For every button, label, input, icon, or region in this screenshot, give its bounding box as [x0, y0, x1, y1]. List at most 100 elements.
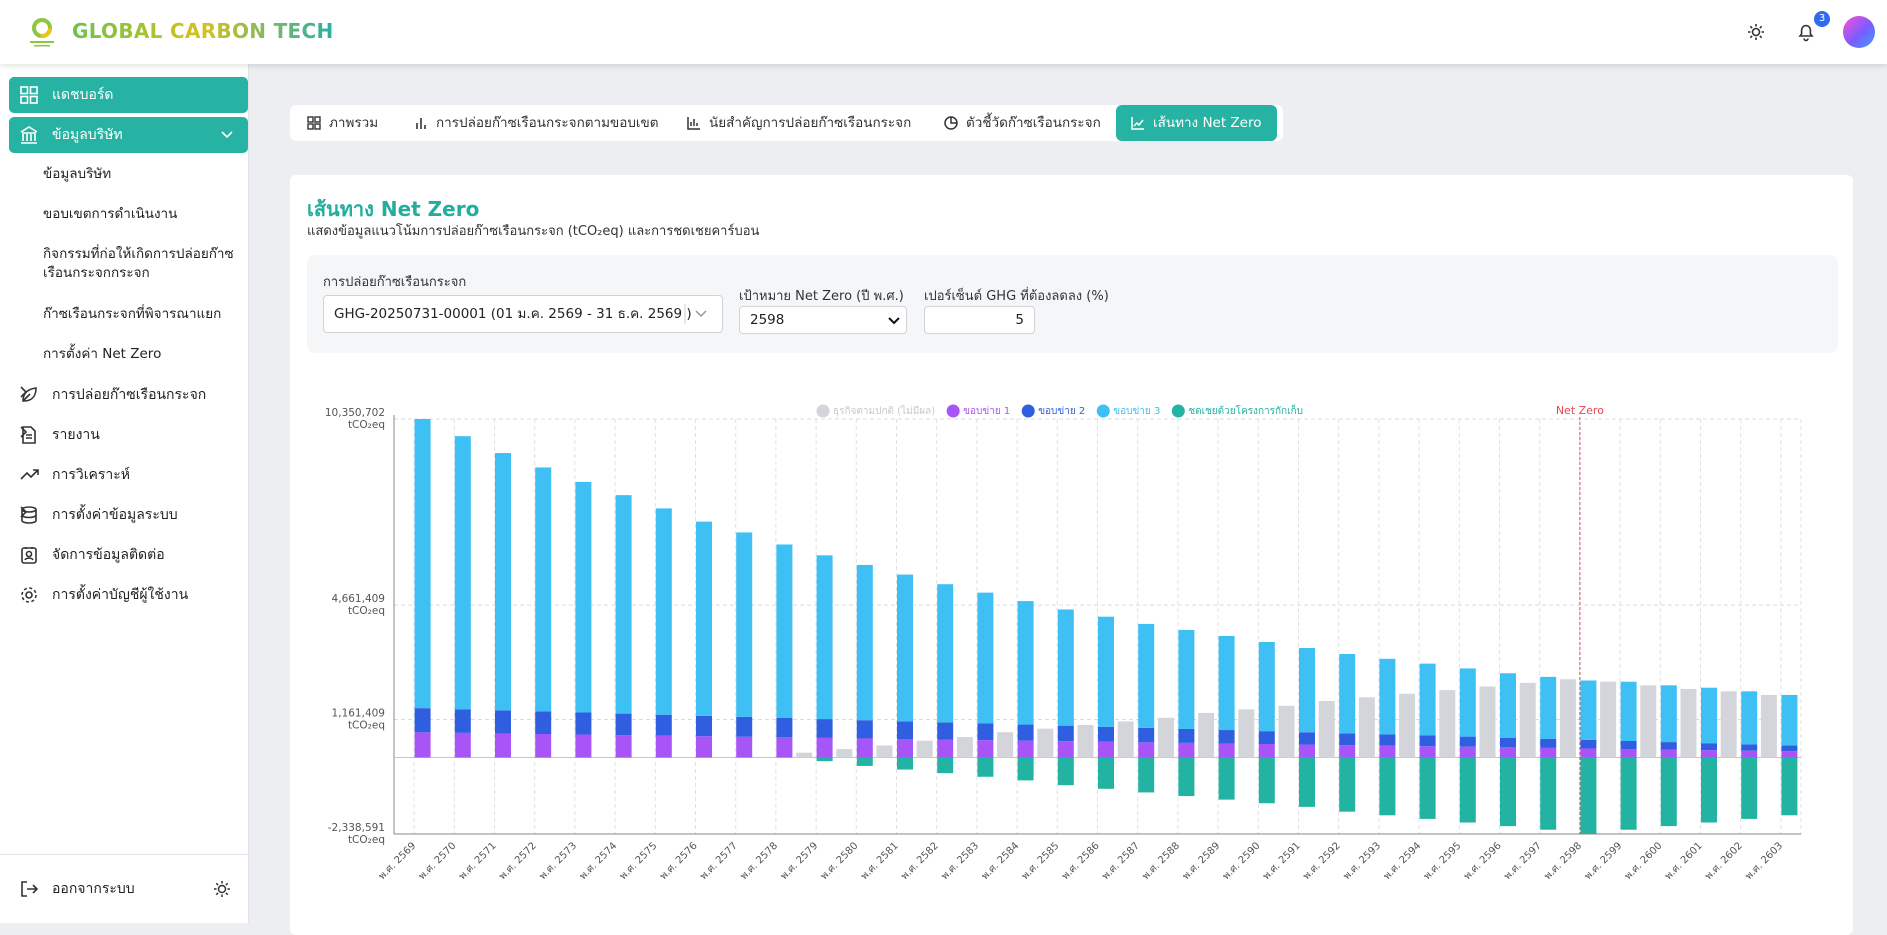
legend-swatch: [946, 404, 960, 418]
tab[interactable]: ตัวชี้วัดก๊าซเรือนกระจก: [944, 105, 1101, 141]
bar: [1781, 757, 1798, 816]
bar: [454, 732, 471, 758]
bar: [454, 709, 471, 733]
card-subtitle: แสดงข้อมูลแนวโน้มการปล่อยก๊าซเรือนกระจก …: [307, 224, 760, 239]
x-tick-label: พ.ศ. 2597: [1502, 840, 1544, 882]
sub-item[interactable]: การตั้งค่า Net Zero: [43, 346, 162, 362]
bar: [1258, 731, 1275, 745]
bar: [1419, 757, 1436, 819]
bar: [736, 736, 753, 758]
bar: [1278, 705, 1295, 758]
bar: [414, 732, 431, 758]
avatar[interactable]: [1843, 16, 1875, 48]
x-tick-label: พ.ศ. 2595: [1422, 840, 1464, 882]
emission-select[interactable]: GHG-20250731-00001 (01 ม.ค. 2569 - 31 ธ.…: [323, 295, 723, 333]
bar: [937, 722, 954, 740]
tab[interactable]: เส้นทาง Net Zero: [1116, 105, 1277, 141]
target-select[interactable]: 2598: [739, 306, 907, 334]
theme-toggle[interactable]: [213, 880, 231, 898]
bar: [1218, 730, 1235, 744]
tab[interactable]: นัยสำคัญการปล่อยก๊าซเรือนกระจก: [687, 105, 911, 141]
tab[interactable]: การปล่อยก๊าซเรือนกระจกตามขอบเขต: [414, 105, 659, 141]
y-tick-label: 4,661,409: [332, 593, 385, 605]
percent-input[interactable]: 5: [924, 306, 1035, 334]
bar: [1701, 750, 1717, 758]
x-tick-label: พ.ศ. 2603: [1743, 840, 1785, 882]
bar: [1459, 757, 1476, 823]
bar: [1419, 663, 1436, 736]
x-tick-label: พ.ศ. 2587: [1100, 840, 1142, 882]
bar: [1098, 726, 1114, 742]
nav-item[interactable]: การวิเคราะห์: [9, 457, 248, 493]
tab[interactable]: ภาพรวม: [307, 105, 378, 141]
legend-swatch: [1171, 404, 1185, 418]
x-tick-label: พ.ศ. 2580: [819, 840, 861, 882]
tab-label: การปล่อยก๊าซเรือนกระจกตามขอบเขต: [436, 115, 659, 131]
bar: [1358, 697, 1375, 758]
sub-item[interactable]: ขอบเขตการดำเนินงาน: [43, 206, 178, 222]
field-label: เปอร์เซ็นต์ GHG ที่ต้องลดลง (%): [924, 289, 1109, 304]
bar: [1117, 721, 1134, 758]
x-tick-label: พ.ศ. 2602: [1703, 840, 1745, 882]
nav-label: แดชบอร์ด: [52, 87, 114, 103]
x-tick-label: พ.ศ. 2591: [1261, 840, 1303, 882]
sub-item[interactable]: ข้อมูลบริษัท: [43, 166, 112, 182]
bar: [1178, 728, 1195, 743]
bar: [1500, 737, 1516, 748]
bar: [1559, 679, 1576, 758]
bar: [1218, 743, 1235, 758]
bar: [816, 757, 833, 762]
bar: [1258, 757, 1275, 804]
bar: [1419, 735, 1436, 747]
bar: [1760, 694, 1777, 758]
nav-item[interactable]: ข้อมูลบริษัท: [9, 117, 248, 153]
theme-toggle[interactable]: [1747, 23, 1765, 41]
bar: [1580, 739, 1597, 749]
bar: [1439, 690, 1456, 758]
logo: [30, 18, 54, 47]
x-tick-label: พ.ศ. 2571: [457, 840, 499, 882]
bar: [575, 481, 592, 713]
nav-item[interactable]: การปล่อยก๊าซเรือนกระจก: [9, 377, 248, 413]
nav-item[interactable]: รายงาน: [9, 417, 248, 453]
notifications[interactable]: [1797, 22, 1815, 42]
x-tick-label: พ.ศ. 2594: [1382, 840, 1424, 882]
bar: [1741, 750, 1758, 758]
bar: [1258, 744, 1275, 758]
bar: [776, 717, 793, 738]
bar: [1680, 688, 1697, 758]
bar: [1178, 742, 1195, 758]
bar: [1459, 736, 1476, 747]
nav-label: จัดการข้อมูลติดต่อ: [52, 547, 165, 563]
bar: [816, 555, 833, 720]
select-value: GHG-20250731-00001 (01 ม.ค. 2569 - 31 ธ.…: [334, 306, 692, 322]
nav-item[interactable]: การตั้งค่าข้อมูลระบบ: [9, 497, 248, 533]
x-tick-label: พ.ศ. 2576: [658, 840, 700, 882]
bar: [696, 521, 712, 716]
select-value: 2598: [750, 312, 785, 328]
nav-label: การตั้งค่าข้อมูลระบบ: [52, 507, 178, 523]
sub-item[interactable]: กิจกรรมที่ก่อให้เกิดการปล่อยก๊าซเรือนกระ…: [43, 246, 234, 281]
nav-item[interactable]: จัดการข้อมูลติดต่อ: [9, 537, 248, 573]
filter-panel: การปล่อยก๊าซเรือนกระจก GHG-20250731-0000…: [307, 255, 1838, 353]
nav-item[interactable]: แดชบอร์ด: [9, 77, 248, 113]
sub-item[interactable]: ก๊าซเรือนกระจกที่พิจารณาแยก: [43, 306, 222, 322]
bar: [1580, 748, 1597, 758]
bar: [1017, 740, 1034, 758]
bar: [776, 737, 793, 758]
bar: [736, 716, 753, 737]
legend-label: ธุรกิจตามปกติ (ไม่มีผล): [833, 405, 935, 417]
bar: [1540, 676, 1557, 739]
nav-item[interactable]: การตั้งค่าบัญชีผู้ใช้งาน: [9, 577, 248, 613]
bar: [977, 740, 994, 758]
bar: [535, 467, 552, 712]
x-tick-label: พ.ศ. 2575: [618, 840, 660, 882]
bar: [776, 544, 793, 718]
bar: [1299, 647, 1315, 733]
bar: [977, 592, 994, 724]
x-tick-label: พ.ศ. 2581: [859, 840, 901, 882]
logout[interactable]: ออกจากระบบ: [9, 871, 248, 907]
nav-label: การปล่อยก๊าซเรือนกระจก: [52, 387, 207, 403]
bar: [897, 574, 913, 722]
bar: [655, 508, 672, 715]
